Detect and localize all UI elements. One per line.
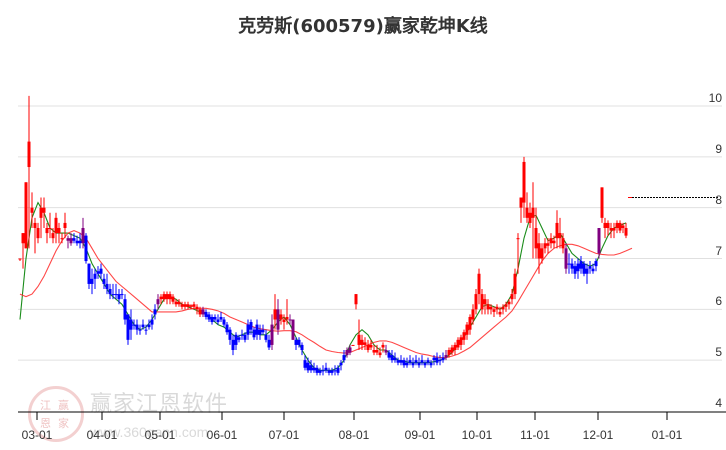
watermark-logo-char: 家 bbox=[58, 417, 69, 430]
chart-title: 克劳斯(600579)赢家乾坤K线 bbox=[238, 16, 488, 37]
x-tick-label: 09-01 bbox=[404, 428, 436, 442]
x-tick-label: 01-01 bbox=[651, 428, 683, 442]
watermark-text: 赢家江恩软件 bbox=[90, 392, 229, 417]
y-tick-label: 6 bbox=[715, 294, 722, 309]
x-tick-label: 03-01 bbox=[21, 428, 53, 442]
candlesticks bbox=[18, 95, 628, 376]
y-tick-label: 5 bbox=[715, 345, 722, 360]
x-tick-label: 06-01 bbox=[206, 428, 238, 442]
watermark-logo-char: 江 bbox=[40, 399, 51, 412]
x-tick-label: 04-01 bbox=[86, 428, 118, 442]
y-tick-label: 10 bbox=[708, 91, 722, 106]
moving-averages bbox=[19, 201, 633, 371]
y-tick-label: 9 bbox=[715, 141, 722, 156]
x-tick-label: 08-01 bbox=[338, 428, 370, 442]
gridlines bbox=[18, 105, 722, 361]
watermark-logo-char: 赢 bbox=[58, 399, 69, 412]
x-axis bbox=[18, 411, 726, 420]
watermark-url: www.360gann.com bbox=[90, 424, 209, 440]
x-tick-label: 12-01 bbox=[582, 428, 614, 442]
y-tick-label: 8 bbox=[715, 192, 722, 207]
watermark-logo-char: 恩 bbox=[40, 417, 51, 430]
y-tick-label: 4 bbox=[715, 396, 722, 410]
x-tick-label: 11-01 bbox=[520, 428, 550, 442]
x-tick-label: 10-01 bbox=[461, 428, 493, 442]
y-tick-label: 7 bbox=[715, 243, 722, 258]
x-tick-label: 07-01 bbox=[268, 428, 300, 442]
x-tick-label: 05-01 bbox=[144, 428, 176, 442]
watermark-logo: 江 赢 恩 家 bbox=[28, 386, 84, 442]
